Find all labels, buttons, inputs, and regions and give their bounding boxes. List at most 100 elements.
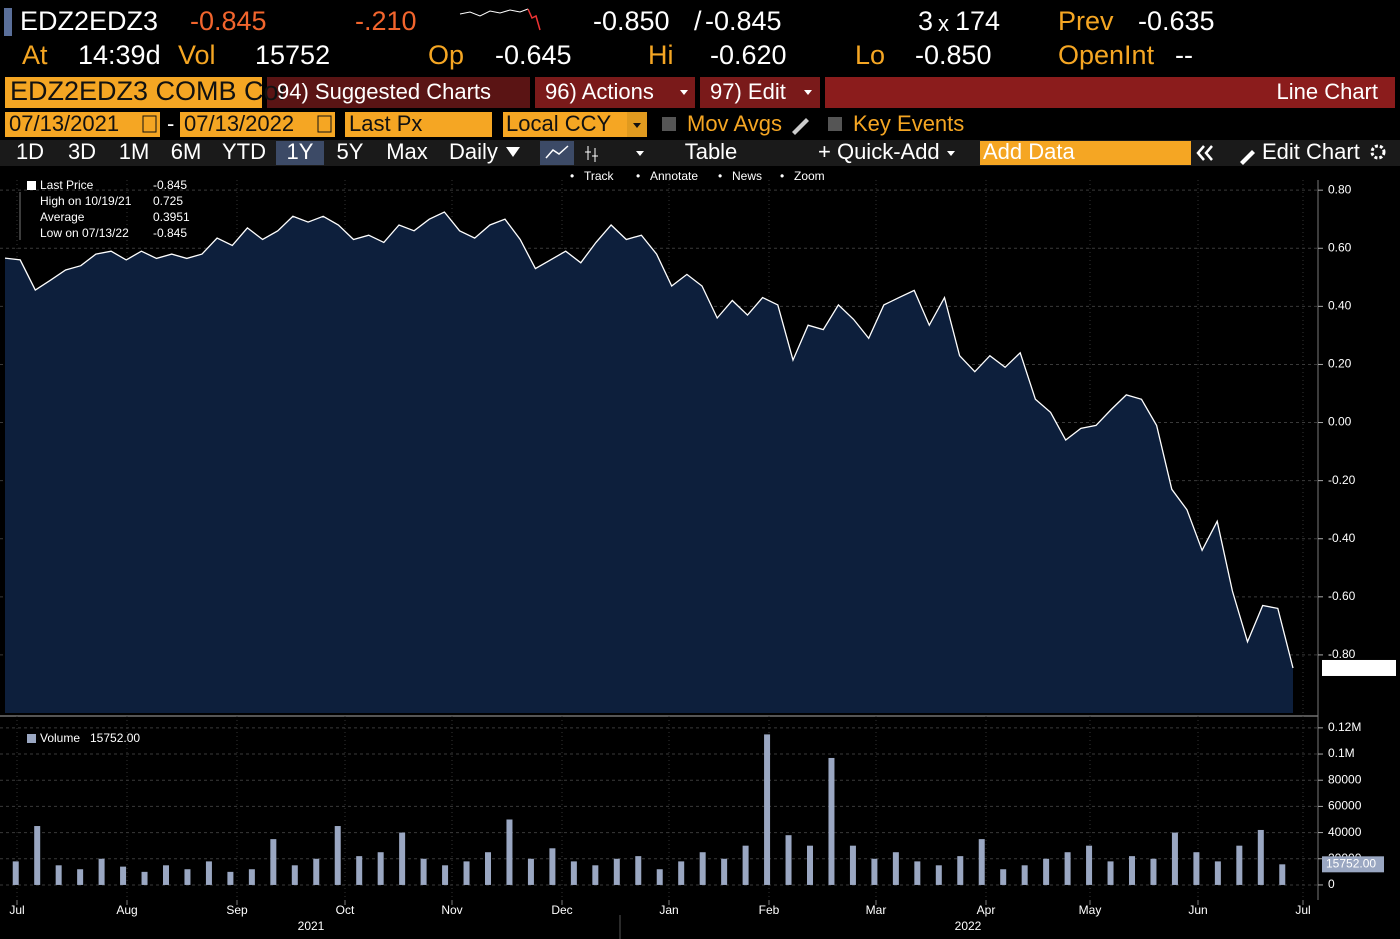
add-data-field[interactable] (980, 141, 1191, 165)
security-field[interactable] (5, 77, 262, 108)
volume-bar (957, 856, 964, 885)
legend-value: 0.3951 (153, 210, 190, 224)
x-tick-label: May (1079, 903, 1102, 917)
volume-bar (485, 852, 491, 885)
mov-avgs: Mov Avgs (687, 111, 782, 136)
calendar-icon[interactable] (142, 115, 157, 133)
volume-bar (978, 839, 985, 885)
legend-value: 0.725 (153, 194, 183, 208)
legend-label: Average (40, 210, 85, 224)
volume-bar (549, 848, 556, 885)
table-button[interactable]: Table (685, 139, 738, 164)
period-button[interactable]: 3D (68, 139, 96, 164)
volume-bar (248, 869, 255, 885)
y-tick-label: 0.12M (1328, 720, 1361, 734)
ticker-marker (4, 8, 12, 36)
edit-chart[interactable]: Edit Chart (1262, 139, 1360, 164)
volume-bar (1107, 861, 1114, 885)
volume-bar (1021, 865, 1028, 885)
period-button[interactable]: 5Y (337, 139, 364, 164)
tool-button[interactable]: Track (584, 169, 615, 183)
volume-bar (592, 865, 599, 885)
volume-bar (291, 865, 298, 885)
volume-bar (635, 856, 642, 885)
x-tick-label: Oct (336, 903, 355, 917)
suggested-button[interactable] (267, 77, 530, 108)
volume-bar (828, 757, 835, 885)
legend-value: -0.845 (153, 178, 187, 192)
volume-bar (699, 852, 706, 885)
tool-icon: • (718, 169, 722, 183)
last-value-label: 15752.00 (1326, 856, 1376, 870)
settings-icon[interactable] (1370, 144, 1386, 160)
period-button[interactable]: 1Y (287, 139, 314, 164)
volume-bar (463, 861, 470, 885)
period-button[interactable]: 6M (171, 139, 202, 164)
tool-button[interactable]: Annotate (650, 169, 698, 183)
key-events-checkbox[interactable] (828, 117, 842, 131)
volume-bar (1214, 861, 1221, 885)
stat-value: -0.850 (915, 40, 992, 70)
actions-button[interactable] (535, 77, 695, 108)
y-tick-label: -0.40 (1328, 531, 1356, 545)
y-tick-label: 0.80 (1328, 182, 1352, 196)
mov-avgs-checkbox[interactable] (662, 117, 676, 131)
y-tick-label: 0.1M (1328, 746, 1355, 760)
quick-add[interactable]: + Quick-Add (818, 139, 940, 164)
edit-button[interactable] (700, 77, 820, 108)
calendar-icon[interactable] (317, 115, 332, 133)
security: EDZ2EDZ3 COMB Cor (10, 76, 288, 106)
ask: -0.845 (705, 6, 782, 36)
tool-button[interactable]: Zoom (794, 169, 825, 183)
bid-size: 3 (918, 6, 933, 36)
volume-bar (871, 858, 878, 885)
y-tick-label: 80000 (1328, 772, 1362, 786)
period-button[interactable]: 1M (119, 139, 150, 164)
field-select[interactable] (345, 112, 492, 137)
x-tick-label: Dec (551, 903, 572, 917)
volume-bar (807, 845, 813, 885)
start-date-field[interactable] (5, 112, 160, 137)
volume-bar (1150, 858, 1157, 885)
price-area (5, 212, 1293, 713)
x-tick-label: Jul (9, 903, 24, 917)
legend-swatch (27, 734, 36, 743)
tool-icon: • (780, 169, 784, 183)
ask-size: 174 (955, 6, 1000, 36)
last-value-box (1322, 856, 1384, 873)
edit: 97) Edit (710, 79, 786, 104)
volume-bar (678, 861, 685, 885)
pencil-icon[interactable] (792, 118, 809, 135)
volume-bar (1086, 845, 1093, 885)
currency-select[interactable] (503, 112, 627, 137)
bar-icon[interactable] (585, 146, 598, 162)
x-tick-label: Nov (441, 903, 462, 917)
x-tick-label: Jul (1295, 903, 1310, 917)
frequency[interactable]: Daily (449, 139, 498, 164)
tool-button[interactable]: News (732, 169, 762, 183)
volume-bar (656, 869, 663, 885)
period-button[interactable]: YTD (222, 139, 266, 164)
volume-bar (1000, 869, 1007, 885)
prev-label: Prev (1058, 6, 1114, 36)
collapse-icon[interactable] (1196, 145, 1213, 161)
volume-bar (506, 819, 513, 885)
y-tick-label: -0.60 (1328, 589, 1356, 603)
volume-bar (184, 869, 191, 885)
field: Last Px (349, 111, 422, 136)
period-button[interactable]: Max (386, 139, 428, 164)
volume-bar (892, 852, 899, 885)
end-date: 07/13/2022 (184, 111, 294, 136)
pencil-icon (1240, 150, 1255, 165)
volume-bar (12, 861, 19, 885)
stat-value: 14:39d (78, 40, 161, 70)
volume-bar (141, 871, 148, 885)
volume-bar (377, 852, 384, 885)
period-button[interactable]: 1D (16, 139, 44, 164)
title-bar (825, 77, 1395, 108)
volume-bar (34, 826, 41, 885)
end-date-field[interactable] (180, 112, 335, 137)
stat-label: At (22, 40, 48, 70)
legend-value: 15752.00 (90, 731, 140, 745)
